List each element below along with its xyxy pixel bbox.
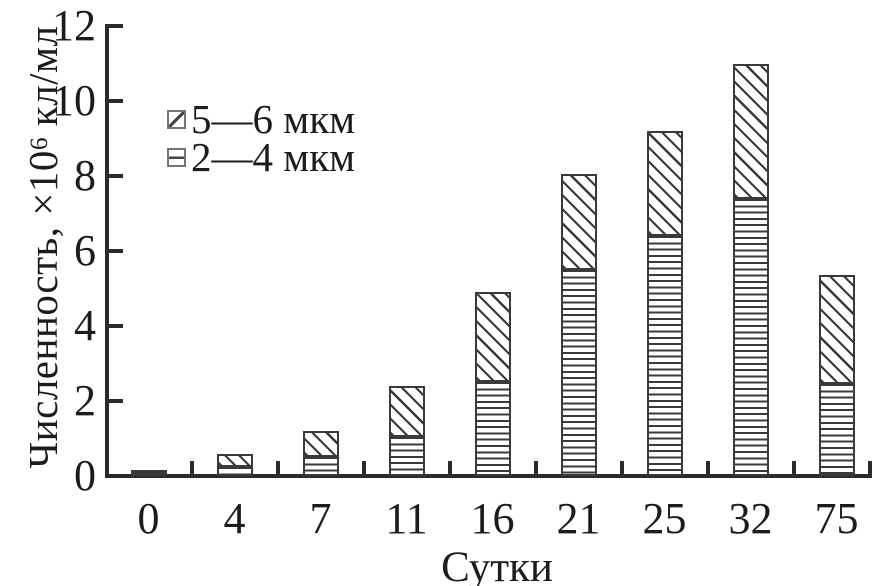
legend-label: 5—6 мкм (191, 96, 356, 142)
bar-day-21 (560, 174, 597, 476)
bar-day-32 (732, 63, 769, 476)
bar-day-4 (216, 453, 253, 476)
x-tick-label: 32 (728, 494, 773, 543)
bar-segment-2-4mkm (474, 382, 511, 476)
y-tick-label: 10 (52, 76, 96, 125)
y-tick-label: 0 (74, 451, 96, 500)
x-axis-title: Сутки (441, 544, 553, 586)
bar-segment-5-6mkm (302, 431, 339, 458)
x-tick (275, 461, 280, 474)
y-tick (109, 99, 123, 103)
x-tick (533, 461, 538, 474)
y-tick (109, 399, 123, 403)
y-tick-label: 6 (74, 226, 96, 275)
bar-segment-2-4mkm (130, 472, 167, 476)
bar-segment-2-4mkm (560, 269, 597, 476)
bar-day-25 (646, 131, 683, 476)
legend-label: 2—4 мкм (191, 134, 356, 180)
legend: 5—6 мкм 2—4 мкм (167, 96, 356, 180)
x-tick-label: 25 (642, 494, 687, 543)
x-tick (705, 461, 710, 474)
bar-segment-2-4mkm (302, 457, 339, 476)
x-tick-label: 21 (556, 494, 601, 543)
bar-day-75 (818, 275, 855, 476)
bar-segment-5-6mkm (388, 386, 425, 437)
bar-day-11 (388, 386, 425, 476)
x-tick-label: 11 (385, 494, 428, 543)
y-tick (109, 24, 123, 28)
legend-swatch-diagonal-hatch (167, 109, 186, 129)
y-tick-label: 8 (74, 151, 96, 200)
x-tick-label: 4 (223, 494, 246, 543)
bar-day-7 (302, 431, 339, 476)
x-tick (361, 461, 366, 474)
y-tick (109, 324, 123, 328)
x-axis-line (105, 474, 872, 478)
y-axis-line (105, 24, 109, 478)
bar-segment-2-4mkm (216, 466, 253, 476)
bar-segment-5-6mkm (818, 275, 855, 385)
y-tick (109, 174, 123, 178)
legend-row: 5—6 мкм (167, 96, 356, 142)
bar-segment-5-6mkm (560, 174, 597, 270)
y-tick (109, 249, 123, 253)
y-tick-label: 2 (74, 376, 96, 425)
x-tick-label: 75 (814, 494, 859, 543)
x-tick-label: 7 (309, 494, 332, 543)
bar-day-16 (474, 292, 511, 476)
bar-day-0 (130, 470, 167, 476)
bar-segment-5-6mkm (646, 131, 683, 236)
x-tick (619, 461, 624, 474)
x-tick (189, 461, 194, 474)
y-tick-label: 12 (52, 1, 96, 50)
bar-segment-2-4mkm (646, 236, 683, 476)
legend-row: 2—4 мкм (167, 134, 356, 180)
x-tick (447, 461, 452, 474)
y-tick-label: 4 (74, 301, 96, 350)
bar-segment-2-4mkm (732, 198, 769, 476)
x-tick-label: 16 (470, 494, 515, 543)
bar-segment-2-4mkm (388, 436, 425, 476)
x-tick-label: 0 (137, 494, 160, 543)
bar-segment-5-6mkm (732, 63, 769, 199)
bar-segment-5-6mkm (474, 292, 511, 383)
bar-segment-5-6mkm (216, 453, 253, 467)
x-tick (791, 461, 796, 474)
x-tick (868, 461, 872, 474)
bar-segment-2-4mkm (818, 384, 855, 476)
legend-swatch-horizontal-lines (167, 147, 186, 167)
